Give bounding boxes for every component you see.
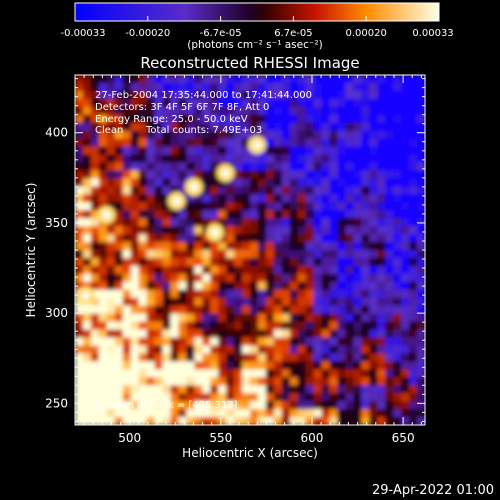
peak-position-label: Position of Peak = [475,317] (95, 400, 238, 411)
colorbar-tick-label: 0.00033 (412, 28, 453, 39)
annotation-time: 27-Feb-2004 17:35:44.000 to 17:41:44.000 (95, 90, 312, 101)
colorbar-tick-label: -0.00033 (61, 28, 106, 39)
x-tick-label: 600 (301, 431, 324, 445)
y-axis-label: Heliocentric Y (arcsec) (24, 183, 38, 318)
heatmap-cells (75, 75, 425, 425)
colorbar-ticks: -0.00033 -0.00020 -6.7e-05 6.7e-05 0.00020 0.… (61, 16, 454, 39)
x-tick-label: 500 (118, 431, 141, 445)
x-axis-label: Heliocentric X (arcsec) (182, 446, 318, 460)
annotation-block: 27-Feb-2004 17:35:44.000 to 17:41:44.000… (95, 90, 312, 136)
colorbar-unit-label: (photons cm⁻² s⁻¹ asec⁻²) (187, 39, 322, 51)
y-tick-label: 250 (45, 396, 68, 410)
y-tick-label: 400 (45, 126, 68, 140)
colorbar-tick-label: 6.7e-05 (274, 28, 312, 39)
annotation-energy: Energy Range: 25.0 - 50.0 keV (95, 114, 248, 125)
x-tick-label: 650 (392, 431, 415, 445)
axis-ticks: 500 550 600 650 250 300 350 400 (45, 75, 425, 445)
y-tick-label: 350 (45, 216, 68, 230)
annotation-total-counts: Total counts: 7.49E+03 (145, 125, 262, 136)
colorbar (74, 2, 440, 22)
colorbar-tick-label: 0.00020 (346, 28, 387, 39)
chart-title: Reconstructed RHESSI Image (140, 54, 359, 72)
x-tick-label: 550 (209, 431, 232, 445)
annotation-detectors: Detectors: 3F 4F 5F 6F 7F 8F, Att 0 (95, 102, 269, 113)
footer-date: 29-Apr-2022 01:00 (372, 483, 494, 498)
colorbar-tick-label: -6.7e-05 (200, 28, 242, 39)
y-tick-label: 300 (45, 306, 68, 320)
annotation-method: Clean (95, 125, 123, 136)
colorbar-tick-label: -0.00020 (125, 28, 170, 39)
